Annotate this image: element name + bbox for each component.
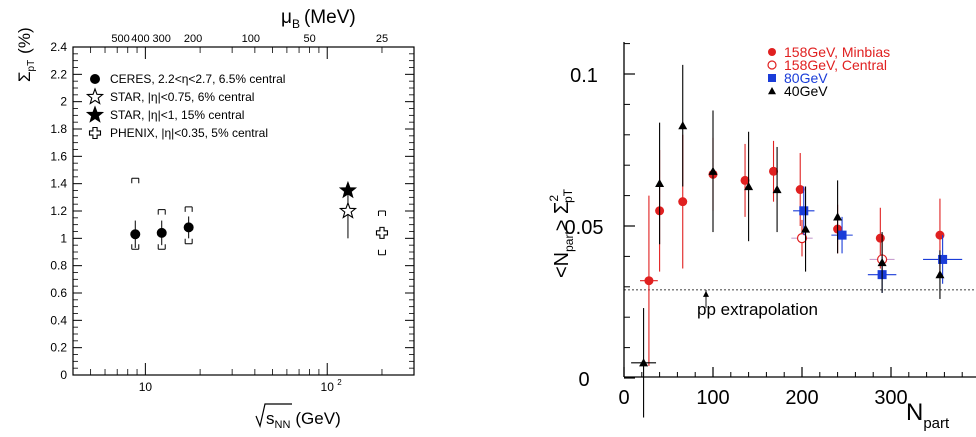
left-y-tick-label: 0.2 (50, 341, 67, 355)
right-xlabel: Npart (906, 399, 950, 432)
left-x-tick-label: 10 (139, 380, 153, 394)
top-tick-label: 25 (376, 33, 388, 45)
pp-arrow-head (703, 290, 709, 297)
left-x-tick-superscript: 2 (337, 378, 342, 387)
svg-text:sNN(GeV): sNN (GeV) (266, 409, 341, 431)
xlabel-main: s (266, 409, 275, 428)
left-legend-label: STAR, |η|<1, 15% central (110, 108, 244, 122)
right-point (769, 166, 779, 176)
right-x-tick-label: 300 (874, 387, 907, 409)
top-tick-label: 500 (111, 33, 129, 45)
right-point (772, 185, 782, 194)
left-y-tick-label: 0.6 (50, 286, 67, 300)
xlabel-sub: NN (275, 419, 291, 431)
right-point (935, 270, 945, 279)
right-point (655, 178, 665, 188)
right-legend-box (760, 42, 976, 108)
right-point (796, 233, 808, 244)
left-y-tick-label: 1 (60, 231, 67, 245)
left-y-tick-label: 2 (60, 95, 67, 109)
right-legend-marker (768, 48, 776, 56)
right-legend-label: 158GeV, Central (784, 57, 887, 73)
left-sys-bracket (131, 177, 140, 250)
top-tick-label: 400 (131, 33, 149, 45)
right-y-tick-label: 0.05 (565, 217, 604, 239)
top-tick-label: 200 (184, 33, 202, 45)
right-point (833, 212, 843, 221)
right-x-tick-label: 200 (785, 387, 818, 409)
left-ylabel: ΣpT(%) (15, 27, 37, 82)
right-x-tick-label: 100 (696, 387, 729, 409)
right-point (799, 206, 809, 216)
top-tick-label: 300 (153, 33, 171, 45)
right-legend-label: 40GeV (784, 83, 828, 99)
left-legend-label: STAR, |η|<0.75, 6% central (110, 90, 254, 104)
right-point (678, 121, 688, 130)
right-legend-marker (768, 87, 776, 95)
left-point (338, 201, 358, 219)
left-point (156, 227, 167, 238)
left-legend-marker (90, 74, 100, 84)
left-point (375, 226, 389, 239)
left-point (130, 229, 141, 240)
left-point (183, 222, 194, 233)
right-point (708, 166, 718, 175)
left-y-tick-label: 0.4 (50, 313, 67, 327)
left-x-tick-label: 10 (321, 380, 335, 394)
left-legend-label: PHENIX, |η|<0.35, 5% central (110, 126, 268, 140)
left-y-tick-label: 1.2 (50, 204, 67, 218)
top-tick-label: 50 (303, 33, 315, 45)
left-y-tick-label: 2.2 (50, 67, 67, 81)
left-legend-marker (85, 87, 105, 105)
right-point (644, 276, 654, 286)
right-legend-label: 158GeV, Minbias (784, 44, 890, 60)
right-point (875, 233, 885, 243)
left-point (338, 180, 358, 199)
right-legend-marker (767, 60, 777, 70)
right-ylabel: <Npart> Σ2pT (547, 188, 576, 278)
right-legend-marker (768, 74, 776, 82)
right-point (639, 358, 649, 367)
xlabel-unit: (GeV) (295, 409, 340, 428)
right-legend-label: 80GeV (784, 70, 828, 86)
sqrt-symbol (255, 403, 292, 429)
left-y-tick-label: 2.4 (50, 40, 67, 54)
right-data: pp extrapolation (624, 64, 976, 418)
top-tick-label: 100 (242, 33, 260, 45)
right-y-tick-label: 0.1 (570, 65, 598, 87)
top-axis-label: μB (MeV) (281, 7, 356, 31)
left-xlabel: sNN (GeV) (255, 403, 341, 431)
left-legend-marker (85, 105, 105, 123)
right-ticks: 0 100 200 300 0 0.05 0.1 (565, 43, 963, 409)
left-y-tick-label: 0 (60, 368, 67, 382)
left-sys-bracket (184, 206, 193, 245)
left-legend-marker (88, 126, 102, 140)
left-y-tick-label: 1.6 (50, 149, 67, 163)
right-point (938, 254, 948, 264)
right-y-tick-label: 0 (578, 369, 589, 391)
pp-extrapolation-label: pp extrapolation (697, 300, 818, 319)
right-point (801, 224, 811, 233)
left-sys-bracket (157, 209, 166, 250)
right-point (678, 197, 688, 207)
left-y-tick-label: 0.8 (50, 259, 67, 273)
left-chart: 00.20.40.60.811.21.41.61.822.22.410 10 250… (15, 7, 415, 431)
left-ticks: 00.20.40.60.811.21.41.61.822.22.410 10 250… (50, 33, 415, 394)
left-y-tick-label: 1.8 (50, 122, 67, 136)
left-sys-bracket (377, 210, 386, 256)
left-y-tick-label: 1.4 (50, 177, 67, 191)
right-point (877, 257, 887, 267)
right-point (740, 175, 750, 185)
right-x-tick-label: 0 (618, 387, 629, 409)
right-point (744, 181, 754, 191)
left-legend: CERES, 2.2<η<2.7, 6.5% central STAR, |η|<… (85, 72, 285, 140)
left-legend-label: CERES, 2.2<η<2.7, 6.5% central (110, 72, 285, 86)
right-point (837, 230, 847, 240)
right-chart: 0 100 200 300 0 0.05 0.1 pp extrapolation 158G… (547, 42, 976, 432)
left-data (130, 177, 389, 256)
right-point (795, 185, 805, 195)
